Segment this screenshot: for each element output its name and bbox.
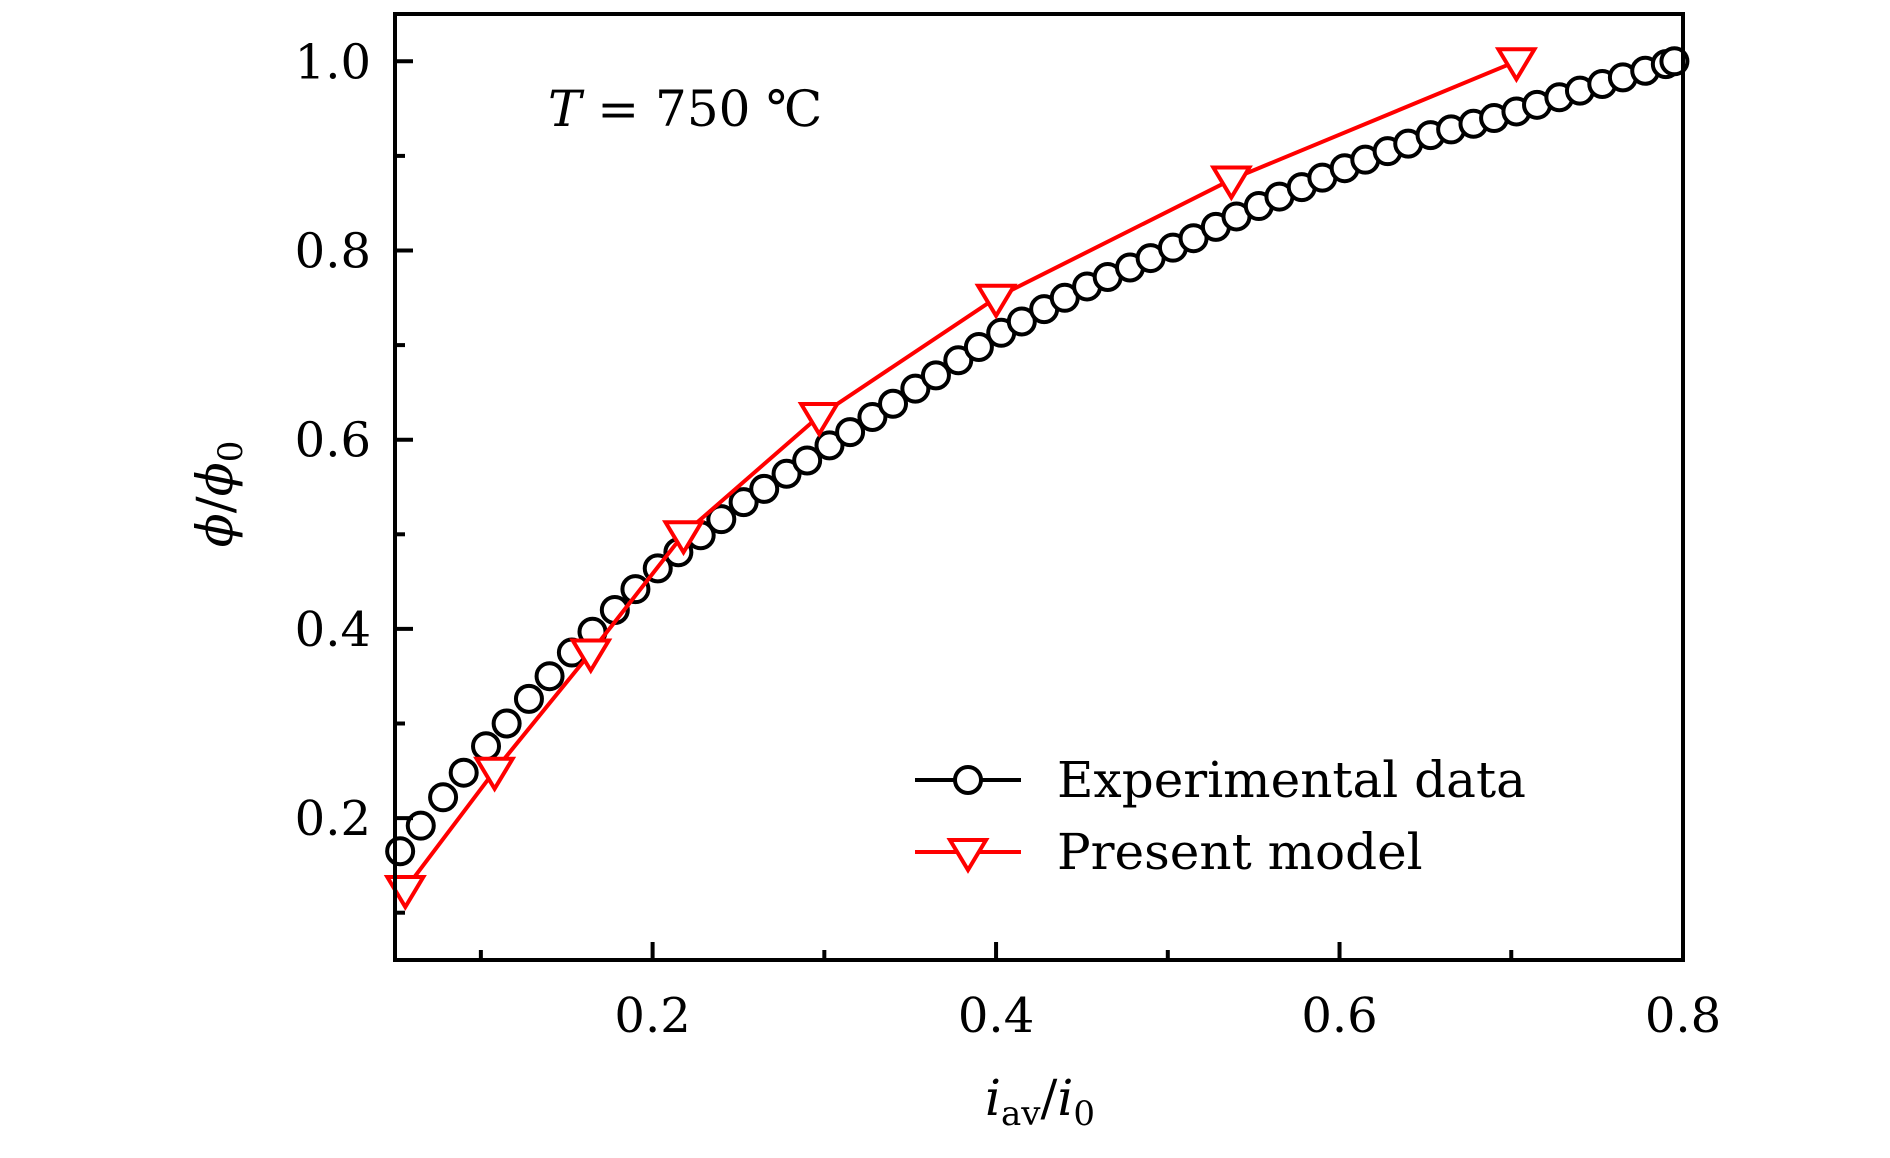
present-model-line (403, 59, 1518, 891)
y-tick-label: 0.2 (295, 791, 371, 847)
experimental-data-point (620, 574, 651, 605)
present-model-point (1209, 165, 1253, 202)
x-label-slash: / (1040, 1069, 1057, 1127)
present-model-point (974, 283, 1018, 320)
x-label-sub: av (1001, 1094, 1041, 1134)
x-label-sub2: 0 (1073, 1094, 1095, 1134)
experimental-data-point (792, 445, 823, 476)
experimental-data-point (920, 360, 951, 391)
experimental-data-point (963, 331, 994, 362)
y-tick-label: 0.4 (295, 602, 371, 658)
present-model-point (1494, 47, 1538, 84)
experimental-data-point (835, 417, 866, 448)
annotation-var: T (548, 80, 585, 138)
y-tick-label: 0.6 (295, 413, 371, 469)
x-label-main2: i (1057, 1069, 1073, 1127)
legend-marker-experimental (953, 765, 983, 795)
y-label-main: ϕ (186, 513, 244, 547)
legend-marker-model (946, 838, 990, 874)
experimental-data-point (534, 661, 565, 692)
experimental-data-point (491, 708, 522, 739)
series-layer (383, 46, 1690, 911)
y-tick-label: 1.0 (295, 34, 371, 90)
y-label-sub2: 0 (211, 441, 251, 463)
experimental-data-point (814, 430, 845, 461)
experimental-data-point (706, 504, 737, 535)
y-axis-label: ϕ/ϕ0 (186, 441, 251, 548)
experimental-data-point (385, 836, 416, 867)
present-model-point (473, 756, 517, 793)
present-model-point (797, 402, 841, 438)
experimental-data-point (428, 782, 459, 813)
x-tick-label: 0.4 (958, 988, 1034, 1044)
experimental-data-point (900, 373, 931, 404)
experimental-data-point (1006, 306, 1037, 337)
series-experimental-data (385, 46, 1690, 867)
experimental-data-point (857, 401, 888, 432)
legend-label-model: Present model (1057, 823, 1423, 881)
present-model-point (383, 875, 427, 911)
y-tick-label: 0.8 (295, 224, 371, 280)
ticks-layer: 0.2 0.4 0.6 0.8 0.2 0.4 0.6 0.8 1.0 (295, 34, 1722, 1044)
annotation-value: 750 ℃ (655, 80, 822, 138)
x-tick-label: 0.6 (1301, 988, 1377, 1044)
experimental-data-point (943, 345, 974, 376)
plot-frame (393, 12, 1685, 962)
annotation-eq: = (581, 80, 655, 138)
experimental-data-point (749, 473, 780, 504)
experimental-data-point (1659, 46, 1690, 77)
x-tick-label: 0.2 (614, 988, 690, 1044)
x-axis-label: iav/i0 (985, 1069, 1095, 1134)
series-present-model (383, 47, 1538, 911)
experimental-data-point (471, 731, 502, 762)
y-label-main2: ϕ (186, 462, 244, 496)
experimental-data-point (771, 458, 802, 489)
present-model-point (569, 638, 613, 675)
experimental-data-point (513, 683, 544, 714)
experimental-data-point (878, 388, 909, 419)
x-tick-label: 0.8 (1645, 988, 1721, 1044)
experimental-data-point (448, 757, 479, 788)
legend-label-experimental: Experimental data (1057, 751, 1526, 809)
present-model-point (661, 520, 706, 557)
annotation-temperature: T = 750 ℃ (548, 80, 822, 138)
experimental-data-point (405, 810, 436, 841)
legend: Experimental data Present model (915, 751, 1526, 881)
experimental-data-point (728, 487, 759, 518)
y-label-slash: / (186, 496, 244, 513)
x-label-main: i (985, 1069, 1001, 1127)
